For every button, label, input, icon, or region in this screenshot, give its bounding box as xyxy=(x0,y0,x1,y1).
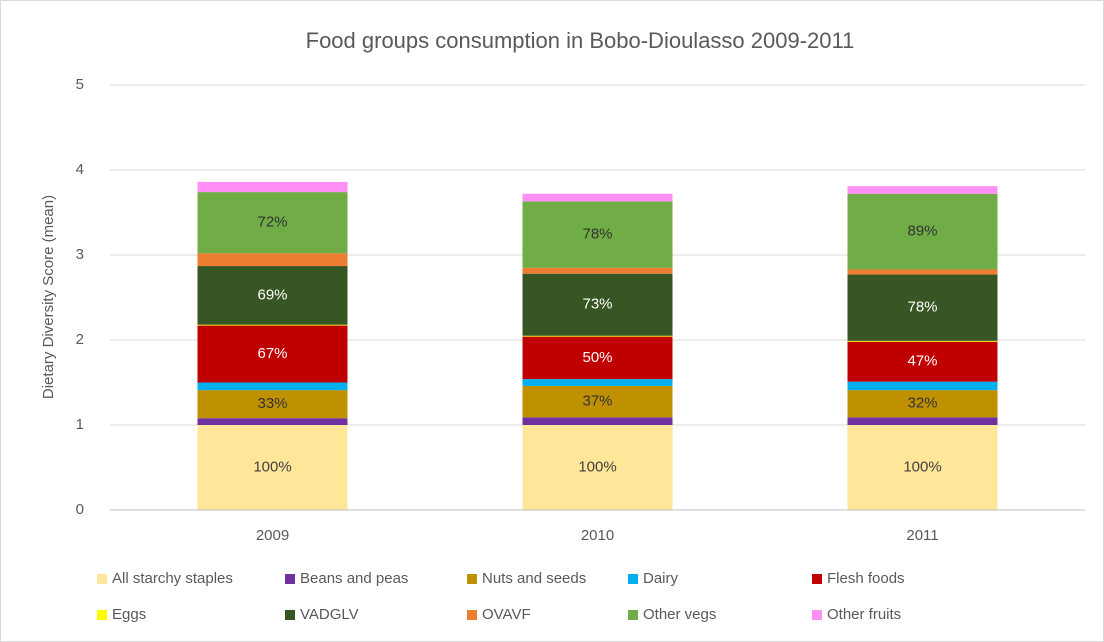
bar-segment xyxy=(522,336,673,380)
y-tick-label: 3 xyxy=(76,246,84,263)
bar-segment xyxy=(197,192,348,254)
data-label: 73% xyxy=(582,296,612,313)
legend-label: VADGLV xyxy=(300,606,359,623)
legend-swatch xyxy=(812,574,822,584)
bar-segment xyxy=(522,201,673,268)
legend-label: Other vegs xyxy=(643,606,716,623)
legend-label: Eggs xyxy=(112,606,146,623)
bar-segment xyxy=(522,267,673,274)
bar-segment xyxy=(847,417,998,425)
bar-segment xyxy=(847,341,998,382)
y-tick-label: 1 xyxy=(76,416,84,433)
legend-label: OVAVF xyxy=(482,606,531,623)
y-axis-label: Dietary Diversity Score (mean) xyxy=(40,195,57,399)
bar-segment xyxy=(197,425,348,510)
x-tick-label: 2009 xyxy=(256,527,289,544)
data-label: 32% xyxy=(907,395,937,412)
data-label: 47% xyxy=(907,353,937,370)
bar-segment xyxy=(522,385,673,418)
bar-segment xyxy=(847,340,998,342)
data-label: 69% xyxy=(257,286,287,303)
y-tick-label: 2 xyxy=(76,331,84,348)
bar-segment xyxy=(522,193,673,202)
data-label: 78% xyxy=(907,299,937,316)
data-label: 33% xyxy=(257,395,287,412)
bar-segment xyxy=(197,390,348,419)
bar-segment xyxy=(197,418,348,425)
bar-segment xyxy=(522,425,673,510)
bar-segment xyxy=(522,379,673,386)
bar-segment xyxy=(522,273,673,336)
legend-swatch xyxy=(467,574,477,584)
bar-segment xyxy=(522,417,673,425)
data-label: 67% xyxy=(257,345,287,362)
legend-label: Flesh foods xyxy=(827,570,905,587)
bar-segment xyxy=(847,193,998,270)
legend-swatch xyxy=(285,610,295,620)
legend-swatch xyxy=(97,610,107,620)
legend-label: Beans and peas xyxy=(300,570,408,587)
legend-swatch xyxy=(285,574,295,584)
data-label: 50% xyxy=(582,349,612,366)
data-label: 100% xyxy=(253,458,291,475)
legend-swatch xyxy=(628,610,638,620)
data-label: 72% xyxy=(257,214,287,231)
legend-label: Dairy xyxy=(643,570,679,587)
bar-segment xyxy=(197,253,348,267)
bar-segment xyxy=(847,186,998,194)
legend-label: Nuts and seeds xyxy=(482,570,586,587)
data-label: 78% xyxy=(582,226,612,243)
bar-segment xyxy=(197,382,348,391)
legend-swatch xyxy=(812,610,822,620)
y-tick-label: 5 xyxy=(76,76,84,93)
legend-label: Other fruits xyxy=(827,606,901,623)
bar-segment xyxy=(847,269,998,275)
legend-swatch xyxy=(628,574,638,584)
y-tick-label: 0 xyxy=(76,501,84,518)
legend-swatch xyxy=(467,610,477,620)
y-tick-label: 4 xyxy=(76,161,84,178)
bar-segment xyxy=(847,425,998,510)
legend-swatch xyxy=(97,574,107,584)
bar-segment xyxy=(197,181,348,193)
data-label: 89% xyxy=(907,223,937,240)
bar-segment xyxy=(847,381,998,391)
x-tick-label: 2011 xyxy=(906,527,938,544)
legend-label: All starchy staples xyxy=(112,570,233,587)
bar-segment xyxy=(197,324,348,326)
data-label: 100% xyxy=(903,458,941,475)
data-label: 37% xyxy=(582,393,612,410)
bar-segment xyxy=(847,274,998,341)
chart-title: Food groups consumption in Bobo-Dioulass… xyxy=(306,28,855,53)
bar-segment xyxy=(197,266,348,325)
x-tick-label: 2010 xyxy=(581,527,614,544)
bar-segment xyxy=(847,390,998,418)
bar-segment xyxy=(522,335,673,337)
data-label: 100% xyxy=(578,458,616,475)
bar-segment xyxy=(197,325,348,383)
